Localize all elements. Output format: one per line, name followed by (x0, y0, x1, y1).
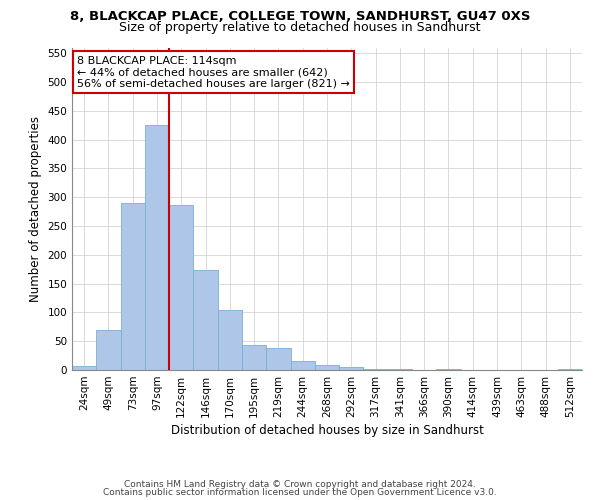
Bar (96, 330, 121, 370)
Bar (121, 203, 145, 370)
Bar (558, 369, 582, 370)
Text: Contains public sector information licensed under the Open Government Licence v3: Contains public sector information licen… (103, 488, 497, 497)
Bar (169, 204, 193, 370)
Bar (193, 270, 218, 370)
Text: Size of property relative to detached houses in Sandhurst: Size of property relative to detached ho… (119, 21, 481, 34)
Text: 8, BLACKCAP PLACE, COLLEGE TOWN, SANDHURST, GU47 0XS: 8, BLACKCAP PLACE, COLLEGE TOWN, SANDHUR… (70, 10, 530, 23)
Bar (242, 345, 266, 370)
Bar (339, 366, 364, 370)
Bar (145, 125, 169, 370)
Y-axis label: Number of detached properties: Number of detached properties (29, 116, 42, 302)
Text: Contains HM Land Registry data © Crown copyright and database right 2024.: Contains HM Land Registry data © Crown c… (124, 480, 476, 489)
Bar (364, 369, 388, 370)
Text: 8 BLACKCAP PLACE: 114sqm
← 44% of detached houses are smaller (642)
56% of semi-: 8 BLACKCAP PLACE: 114sqm ← 44% of detach… (77, 56, 350, 89)
Bar (218, 310, 242, 370)
Bar (72, 366, 96, 370)
X-axis label: Distribution of detached houses by size in Sandhurst: Distribution of detached houses by size … (170, 424, 484, 437)
Bar (266, 348, 290, 370)
Bar (290, 361, 315, 370)
Bar (315, 366, 339, 370)
